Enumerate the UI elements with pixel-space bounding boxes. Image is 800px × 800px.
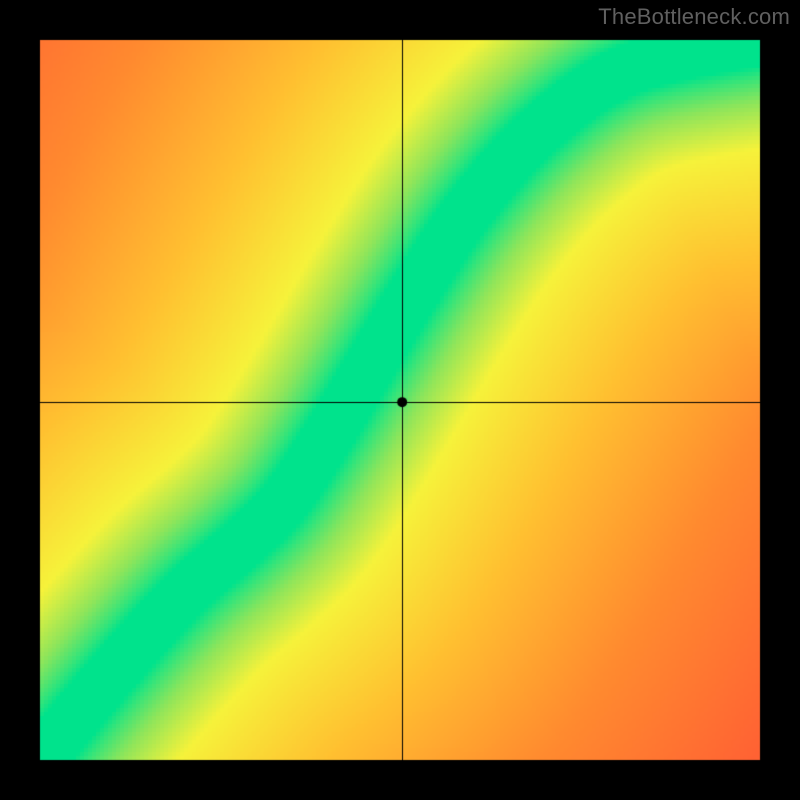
chart-container: TheBottleneck.com [0,0,800,800]
bottleneck-heatmap [0,0,800,800]
